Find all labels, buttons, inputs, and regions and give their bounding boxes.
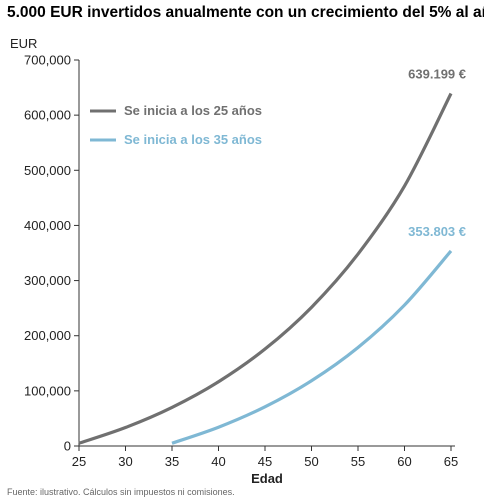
y-tick-label: 300,000 xyxy=(24,273,71,288)
x-tick-label: 25 xyxy=(72,454,86,469)
end-value-label-2: 353.803 € xyxy=(408,224,466,239)
y-tick-label: 0 xyxy=(64,439,71,454)
x-tick-label: 60 xyxy=(397,454,411,469)
x-axis-title: Edad xyxy=(251,471,283,486)
series-line-2 xyxy=(171,249,453,445)
legend-label-2: Se inicia a los 35 años xyxy=(124,132,262,147)
y-tick-label: 500,000 xyxy=(24,163,71,178)
y-tick-label: 100,000 xyxy=(24,383,71,398)
series-line-1 xyxy=(78,92,453,445)
x-tick-label: 55 xyxy=(351,454,365,469)
end-labels: 639.199 € 353.803 € xyxy=(408,67,466,239)
y-tick-label: 700,000 xyxy=(24,53,71,68)
y-tick-label: 200,000 xyxy=(24,328,71,343)
y-tick-label: 400,000 xyxy=(24,218,71,233)
legend-label-1: Se inicia a los 25 años xyxy=(124,103,262,118)
y-tick-label: 600,000 xyxy=(24,108,71,123)
series-lines xyxy=(78,92,453,445)
x-tick-label: 65 xyxy=(444,454,458,469)
end-value-label-1: 639.199 € xyxy=(408,67,466,82)
x-tick-label: 50 xyxy=(304,454,318,469)
x-tick-label: 45 xyxy=(258,454,272,469)
y-axis-ticks: 0 100,000 200,000 300,000 400,000 500,000 600,… xyxy=(24,53,79,454)
source-footnote: Fuente: ilustrativo. Cálculos sin impues… xyxy=(7,487,235,497)
x-tick-label: 40 xyxy=(211,454,225,469)
x-tick-label: 30 xyxy=(118,454,132,469)
chart-title: 5.000 EUR invertidos anualmente con un c… xyxy=(7,4,484,21)
legend: Se inicia a los 25 años Se inicia a los 3… xyxy=(90,103,262,147)
x-axis-ticks: 25 30 35 40 45 50 55 60 65 xyxy=(72,446,458,469)
x-tick-label: 35 xyxy=(165,454,179,469)
y-axis-title: EUR xyxy=(10,36,37,51)
